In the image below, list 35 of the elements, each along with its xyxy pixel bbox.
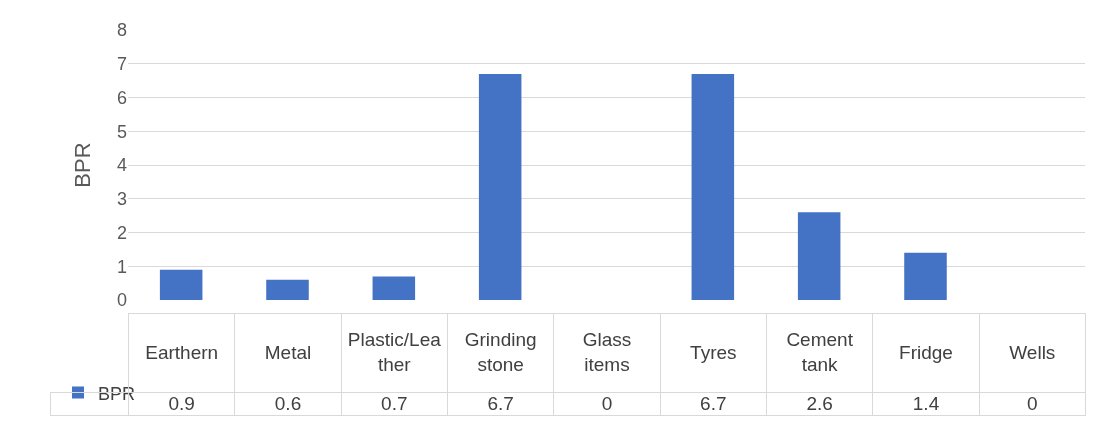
x-tick-label: Wells: [978, 313, 1086, 393]
data-label: 0: [978, 392, 1086, 416]
bar: [691, 73, 735, 300]
x-tick-label: Metal: [234, 313, 342, 393]
data-label: 2.6: [766, 392, 874, 416]
x-tick-label: Plastic/Leather: [340, 313, 448, 393]
data-label: 6.7: [447, 392, 555, 416]
y-tick-label: 6: [116, 87, 127, 108]
y-tick-label: 8: [116, 20, 127, 41]
bar: [159, 269, 203, 300]
bar: [904, 252, 947, 300]
data-label: 0.6: [234, 392, 342, 416]
y-tick-label: 0: [116, 290, 127, 311]
bar: [266, 279, 309, 300]
y-axis-title: BPR: [69, 142, 95, 188]
data-label: 6.7: [659, 392, 767, 416]
y-tick-label: 4: [116, 155, 127, 176]
x-tick-label: Earthern: [145, 341, 219, 363]
y-tick-label: 2: [116, 222, 127, 243]
x-tick-label: Tyres: [659, 313, 767, 393]
y-tick-label: 7: [116, 54, 127, 75]
data-label: 0: [553, 392, 661, 416]
bar: [797, 212, 841, 300]
y-tick-label: 1: [116, 256, 127, 277]
x-tick-label: Cement tank: [766, 313, 874, 393]
y-tick-label: 3: [116, 189, 127, 210]
bar: [478, 73, 522, 300]
x-tick-label: Fridge: [872, 313, 980, 393]
data-label: 1.4: [872, 392, 980, 416]
x-tick-label: Glass items: [553, 313, 661, 393]
x-tick-label: Grinding stone: [447, 313, 555, 393]
y-tick-label: 5: [116, 121, 127, 142]
bar: [372, 276, 416, 300]
data-label: 0.7: [340, 392, 448, 416]
data-label: 0.9: [168, 392, 195, 414]
